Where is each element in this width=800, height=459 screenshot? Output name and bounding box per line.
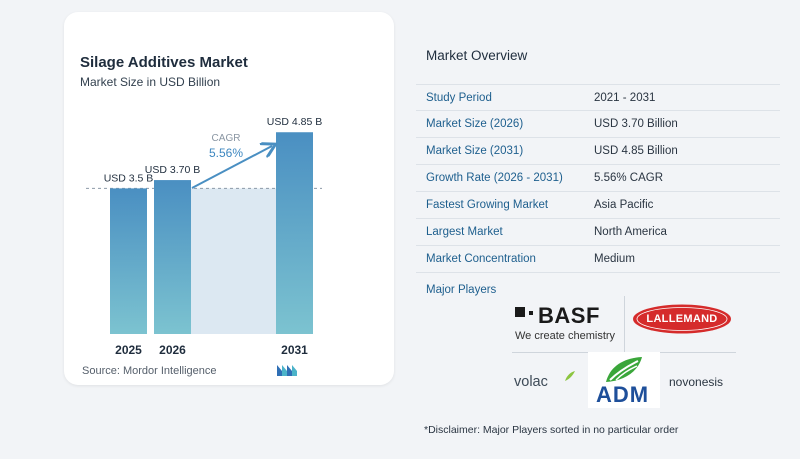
novonesis-name: novonesis — [669, 375, 724, 389]
overview-row-label: Study Period — [426, 92, 492, 104]
cagr-label: CAGR — [212, 133, 241, 144]
volac-leaf-icon — [565, 371, 575, 381]
overview-row-value: 2021 - 2031 — [594, 92, 656, 104]
basf-logo: BASF We create chemistry — [512, 300, 622, 348]
overview-row: Growth Rate (2026 - 2031) 5.56% CAGR — [416, 165, 780, 192]
data-label-2025: USD 3.5 B — [104, 172, 154, 184]
basf-tagline: We create chemistry — [515, 330, 616, 342]
x-tick-label-2026: 2026 — [159, 343, 186, 357]
overview-table: Study Period 2021 - 2031 Market Size (2026… — [416, 84, 780, 273]
bar-2026 — [154, 180, 191, 334]
x-tick-label-2031: 2031 — [281, 343, 308, 357]
basf-squares-icon — [515, 307, 533, 317]
major-players-label: Major Players — [426, 284, 497, 296]
x-tick-label-2025: 2025 — [115, 343, 142, 357]
growth-region — [191, 188, 276, 334]
major-players-grid: BASF We create chemistry LALLEMAND volac… — [510, 294, 738, 410]
volac-name: volac — [514, 374, 548, 390]
overview-title: Market Overview — [426, 48, 528, 63]
overview-row-label: Largest Market — [426, 226, 503, 238]
source-label: Source: Mordor Intelligence — [82, 365, 217, 377]
overview-row-value: 5.56% CAGR — [594, 172, 664, 184]
overview-row-label: Market Concentration — [426, 253, 536, 265]
data-label-2026: USD 3.70 B — [145, 164, 200, 176]
cagr-value: 5.56% — [209, 146, 243, 160]
novonesis-logo: novonesis — [669, 375, 723, 389]
adm-name: ADM — [596, 382, 650, 407]
overview-row: Fastest Growing Market Asia Pacific — [416, 192, 780, 219]
overview-row-label: Market Size (2026) — [426, 118, 524, 130]
overview-row: Largest Market North America — [416, 219, 780, 246]
bar-chart: USD 3.5 B 2025 USD 3.70 B 2026 USD 4.85 B 203… — [86, 116, 322, 357]
basf-name: BASF — [538, 303, 600, 328]
overview-row: Study Period 2021 - 2031 — [416, 84, 780, 111]
overview-row-value: Medium — [594, 253, 635, 265]
overview-row-label: Fastest Growing Market — [426, 199, 549, 211]
lallemand-oval-icon — [633, 304, 731, 334]
overview-row-label: Market Size (2031) — [426, 145, 524, 157]
overview-row-label: Growth Rate (2026 - 2031) — [426, 172, 563, 184]
overview-row-value: USD 3.70 Billion — [594, 118, 678, 130]
volac-logo: volac — [514, 371, 575, 390]
lallemand-name: LALLEMAND — [646, 313, 718, 325]
adm-logo: ADM — [588, 352, 660, 408]
bar-2031 — [276, 132, 313, 334]
growth-arrow — [191, 146, 272, 189]
adm-leaf-icon — [606, 357, 642, 382]
overview-row: Market Size (2026) USD 3.70 Billion — [416, 111, 780, 138]
overview-row: Market Concentration Medium — [416, 246, 780, 273]
chart-subtitle: Market Size in USD Billion — [80, 75, 221, 89]
disclaimer: *Disclaimer: Major Players sorted in no … — [424, 424, 679, 436]
overview-row-value: North America — [594, 226, 667, 238]
overview-row-value: USD 4.85 Billion — [594, 145, 678, 157]
chart-title: Silage Additives Market — [80, 54, 248, 71]
data-label-2031: USD 4.85 B — [267, 116, 322, 128]
mordor-logo-icon — [277, 365, 297, 376]
bar-2025 — [110, 188, 147, 334]
overview-row-value: Asia Pacific — [594, 199, 654, 211]
chart-card: Silage Additives Market Market Size in U… — [64, 12, 394, 385]
overview-row: Market Size (2031) USD 4.85 Billion — [416, 138, 780, 165]
